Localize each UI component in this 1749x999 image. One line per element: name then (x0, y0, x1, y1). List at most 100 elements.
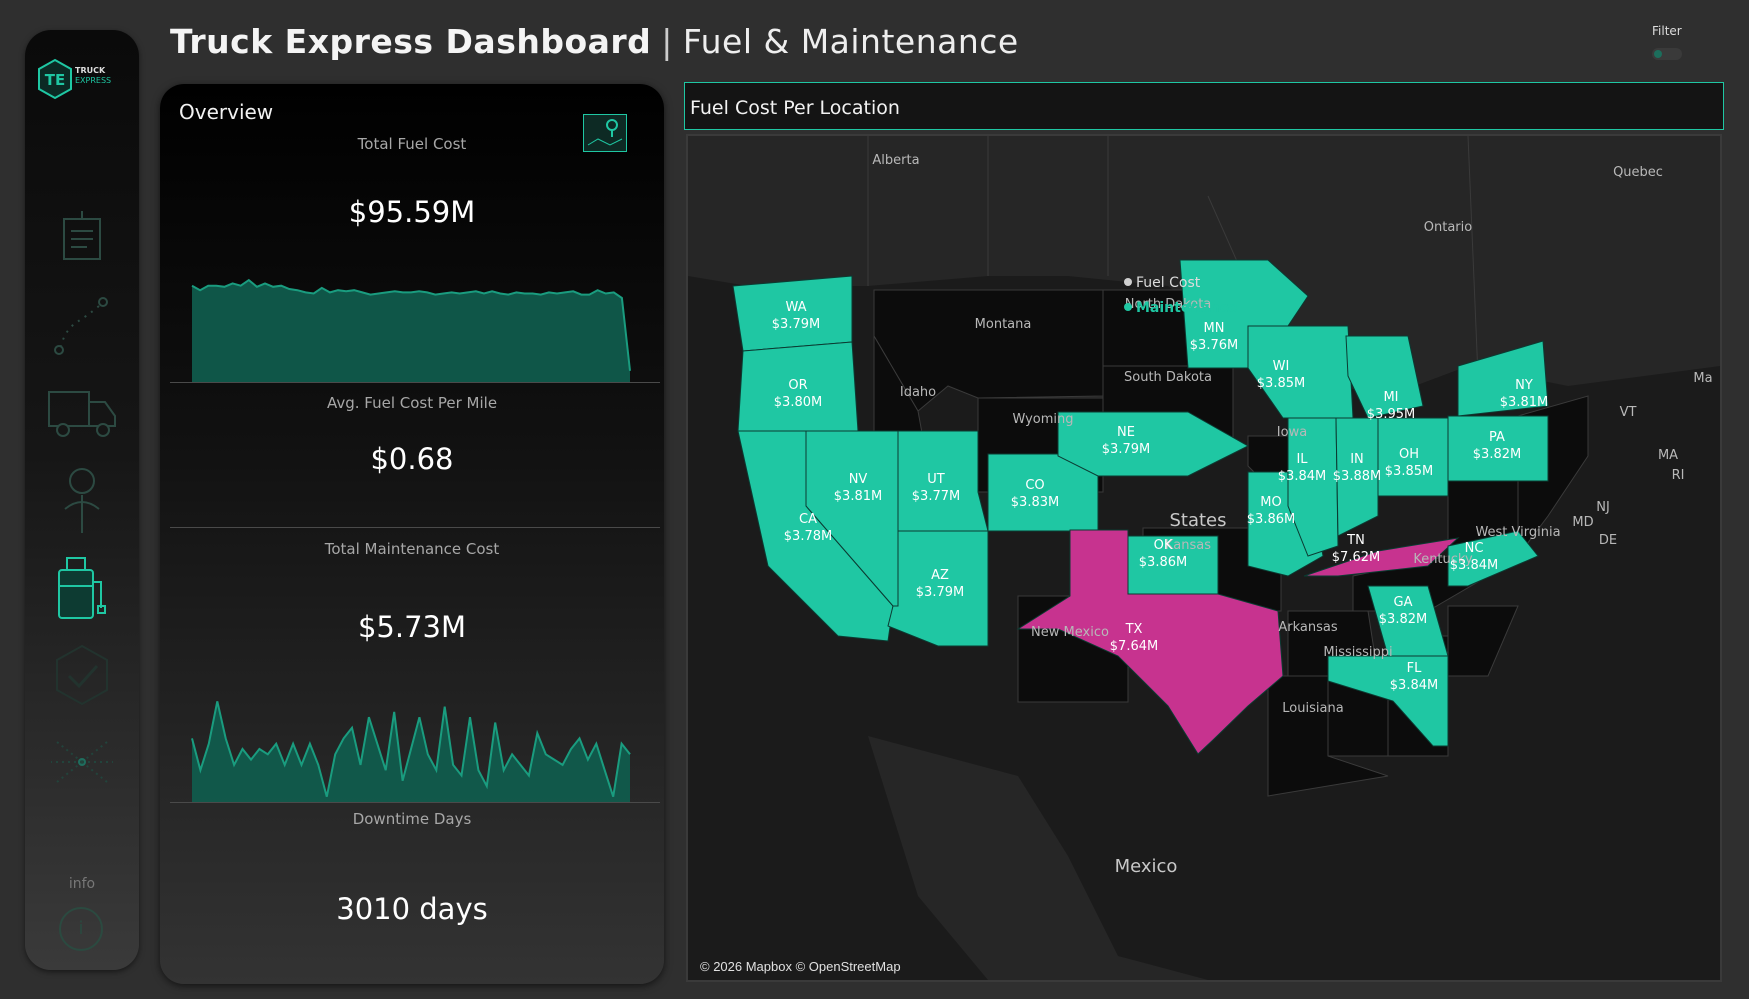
state-label-nc: NC (1465, 541, 1484, 556)
state-labels: WA $3.79M OR $3.80M CA $3.78M NV $3.81M UT $3.77M… (772, 300, 1548, 693)
place-label-new-mexico: New Mexico (1031, 625, 1109, 640)
place-label-west-virginia: West Virginia (1475, 525, 1560, 540)
state-label-mn: MN (1204, 321, 1225, 336)
map-pin-icon (587, 119, 623, 146)
legend-swatch-fuel-cost (1124, 278, 1132, 286)
place-label-alberta: Alberta (872, 153, 919, 168)
page-title-separator: | (661, 22, 673, 61)
state-label-tx: TX (1125, 622, 1143, 637)
info-label: info (68, 876, 96, 892)
fuel-icon (58, 557, 106, 619)
country-label-mexico: Mexico (1115, 856, 1178, 877)
sidebar-item-fuel[interactable] (47, 552, 117, 622)
page-title-sub: Fuel & Maintenance (682, 22, 1019, 61)
place-label-quebec: Quebec (1613, 165, 1663, 180)
state-value-mn: $3.76M (1190, 338, 1238, 353)
page-title: Truck Express Dashboard | Fuel & Maintenan… (170, 22, 1019, 61)
place-label-arkansas: Arkansas (1278, 620, 1337, 635)
logo[interactable]: TE TRUCK EXPRESS (33, 54, 133, 104)
state-ny[interactable] (1457, 340, 1549, 417)
state-label-il: IL (1296, 452, 1308, 467)
us-map: Alberta Quebec Ontario Montana Idaho Nor… (688, 136, 1720, 980)
state-sc (1447, 605, 1519, 677)
sidebar-item-report[interactable] (47, 205, 117, 275)
map-pin-icon-button[interactable] (583, 114, 627, 152)
sidebar-item-route[interactable] (47, 292, 117, 362)
legend-label-fuel-cost: Fuel Cost (1136, 275, 1201, 291)
state-value-wi: $3.85M (1257, 376, 1305, 391)
overview-panel: Overview Total Fuel Cost $95.59M Avg. Fu… (160, 84, 664, 984)
state-value-oh: $3.85M (1385, 464, 1433, 479)
state-value-fl: $3.84M (1390, 678, 1438, 693)
logo-hexagon-icon: TE (38, 58, 72, 100)
state-value-tn: $7.62M (1332, 550, 1380, 565)
state-value-az: $3.79M (916, 585, 964, 600)
state-value-wa: $3.79M (772, 317, 820, 332)
divider (170, 802, 660, 803)
state-label-mo: MO (1260, 495, 1281, 510)
state-value-ut: $3.77M (912, 489, 960, 504)
state-az[interactable] (887, 530, 989, 647)
maintenance-cost-sparkline (191, 701, 631, 802)
state-value-tx: $7.64M (1110, 639, 1158, 654)
state-ut[interactable] (897, 430, 989, 532)
kpi-value-downtime: 3010 days (336, 892, 488, 926)
page-title-main: Truck Express Dashboard (170, 22, 652, 61)
fuel-cost-sparkline (191, 278, 631, 382)
state-tx[interactable] (1016, 529, 1284, 755)
place-label-md: MD (1572, 515, 1593, 530)
state-pa[interactable] (1447, 415, 1549, 482)
state-la (1267, 675, 1389, 797)
state-oh[interactable] (1377, 417, 1449, 497)
state-value-ok: $3.86M (1139, 555, 1187, 570)
place-label-south-dakota: South Dakota (1124, 370, 1212, 385)
sidebar-item-network[interactable] (47, 727, 117, 797)
place-label-idaho: Idaho (900, 385, 936, 400)
state-ne[interactable] (1057, 411, 1250, 477)
kpi-label-fuel-per-mile: Avg. Fuel Cost Per Mile (326, 394, 498, 412)
place-label-ma: MA (1658, 448, 1678, 463)
place-label-wyoming: Wyoming (1012, 412, 1073, 427)
state-in[interactable] (1335, 417, 1379, 537)
state-label-ga: GA (1394, 595, 1413, 610)
check-icon (56, 644, 108, 706)
place-label-nj: NJ (1596, 500, 1610, 515)
sidebar-item-truck[interactable] (47, 378, 117, 448)
country-label-states: States (1169, 510, 1226, 531)
place-label-mississippi: Mississippi (1323, 645, 1392, 660)
place-label-vt: VT (1620, 405, 1637, 420)
divider (170, 382, 660, 383)
state-il[interactable] (1287, 417, 1339, 557)
logo-initials: TE (45, 71, 65, 89)
fuel-cost-map[interactable]: Alberta Quebec Ontario Montana Idaho Nor… (686, 134, 1722, 982)
state-value-in: $3.88M (1333, 469, 1381, 484)
kpi-value-fuel-cost: $95.59M (348, 195, 476, 229)
state-value-nc: $3.84M (1450, 558, 1498, 573)
sidebar: TE TRUCK EXPRESS (25, 30, 139, 970)
kpi-label-maintenance-cost: Total Maintenance Cost (324, 540, 500, 558)
place-label-iowa: Iowa (1277, 425, 1307, 440)
filter-toggle[interactable] (1652, 48, 1682, 60)
sidebar-item-driver[interactable] (47, 465, 117, 535)
state-label-az: AZ (931, 568, 949, 583)
state-value-ny: $3.81M (1500, 395, 1548, 410)
info-button[interactable]: i (59, 907, 103, 951)
state-wi[interactable] (1247, 325, 1354, 419)
place-label-ri: RI (1672, 468, 1685, 483)
state-label-nv: NV (849, 472, 868, 487)
state-label-or: OR (788, 378, 807, 393)
state-value-ne: $3.79M (1102, 442, 1150, 457)
place-label-de: DE (1599, 533, 1617, 548)
state-fl[interactable] (1327, 655, 1449, 747)
state-nc[interactable] (1447, 530, 1539, 587)
fuel-cost-sparkline-area (192, 280, 630, 382)
state-value-ca: $3.78M (784, 529, 832, 544)
map-attribution: © 2026 Mapbox © OpenStreetMap (700, 959, 901, 974)
state-label-ny: NY (1515, 378, 1533, 393)
place-label-ontario: Ontario (1424, 220, 1472, 235)
shaded-states (732, 259, 1549, 755)
state-tn[interactable] (1303, 537, 1460, 577)
state-mi[interactable] (1345, 335, 1424, 419)
sidebar-item-check[interactable] (47, 640, 117, 710)
place-label-north-dakota: North Dakota (1125, 297, 1212, 312)
